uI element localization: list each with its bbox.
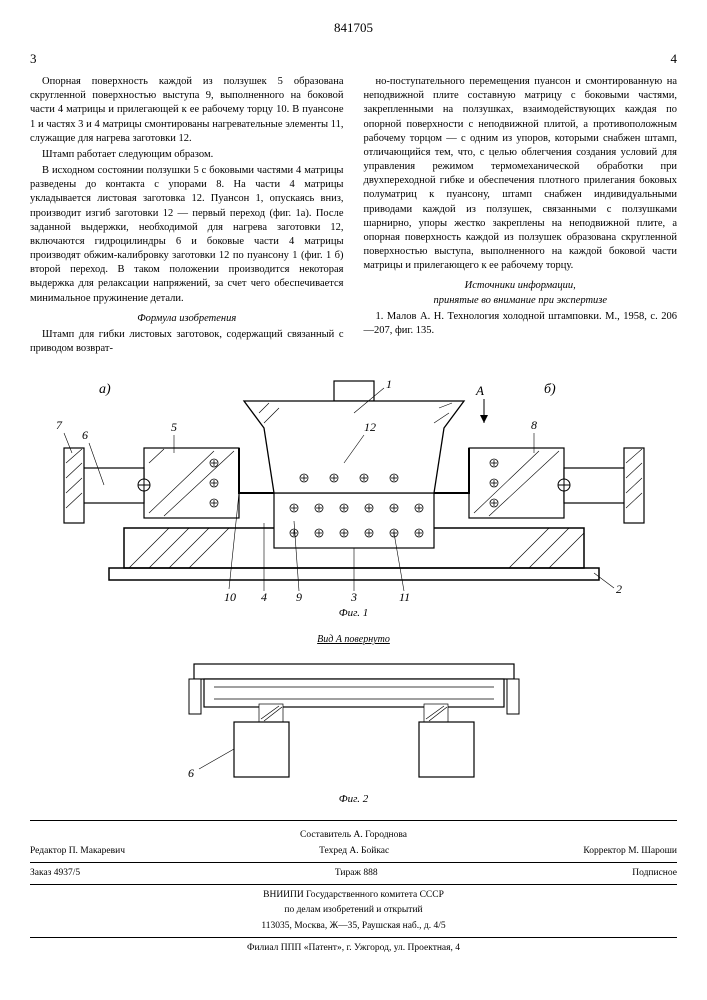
footer-editor: Редактор П. Макаревич (30, 845, 125, 858)
svg-text:7: 7 (56, 418, 63, 432)
page-number-right: 4 (671, 51, 678, 67)
sources-title: Источники информации, принятые во вниман… (364, 279, 678, 307)
svg-text:11: 11 (399, 590, 410, 603)
column-left: Опорная поверхность каждой из ползушек 5… (30, 75, 344, 358)
paragraph: В исходном состоянии ползушки 5 с боковы… (30, 164, 344, 306)
footer-compiler: Составитель А. Городнова (30, 829, 677, 842)
footer-order: Заказ 4937/5 (30, 867, 80, 880)
page-number-left: 3 (30, 51, 37, 67)
figure-2-svg: 6 (144, 649, 564, 789)
patent-number: 841705 (30, 20, 677, 36)
fig1-label-a: а) (99, 382, 111, 397)
svg-text:3: 3 (350, 590, 357, 603)
svg-text:12: 12 (364, 420, 376, 434)
svg-text:1: 1 (386, 377, 392, 391)
divider (30, 862, 677, 863)
figure-1-caption: Фиг. 1 (30, 607, 677, 619)
svg-text:4: 4 (261, 590, 267, 603)
right-slider (434, 448, 644, 523)
figure-1-svg: а) б) А (44, 373, 664, 603)
figure-2-vid-label: Вид А повернуто (30, 634, 677, 645)
fig1-label-b: б) (544, 382, 556, 397)
svg-text:6: 6 (82, 428, 88, 442)
figure-1: а) б) А (30, 373, 677, 619)
paragraph: но-поступательного перемещения пуансон и… (364, 75, 678, 273)
paragraph: Опорная поверхность каждой из ползушек 5… (30, 75, 344, 146)
footer: Составитель А. Городнова Редактор П. Мак… (30, 820, 677, 955)
svg-text:6: 6 (188, 766, 194, 780)
page: 841705 3 4 Опорная поверхность каждой из… (0, 0, 707, 977)
footer-org2: по делам изобретений и открытий (30, 904, 677, 917)
figure-2: Вид А повернуто (30, 634, 677, 805)
text-columns: Опорная поверхность каждой из ползушек 5… (30, 75, 677, 358)
svg-text:9: 9 (296, 590, 302, 603)
svg-text:10: 10 (224, 590, 236, 603)
footer-org1: ВНИИПИ Государственного комитета СССР (30, 889, 677, 902)
footer-tirage: Тираж 888 (335, 867, 378, 880)
footer-addr1: 113035, Москва, Ж—35, Раушская наб., д. … (30, 920, 677, 933)
svg-text:5: 5 (171, 420, 177, 434)
footer-techred: Техред А. Бойкас (319, 845, 389, 858)
figure-2-caption: Фиг. 2 (30, 793, 677, 805)
footer-org3: Филиал ППП «Патент», г. Ужгород, ул. Про… (30, 942, 677, 955)
svg-text:8: 8 (531, 418, 537, 432)
fig1-arrow-label: А (475, 383, 484, 398)
divider (30, 937, 677, 938)
footer-corrector: Корректор М. Шароши (583, 845, 677, 858)
paragraph: Штамп для гибки листовых заготовок, соде… (30, 328, 344, 356)
formula-title: Формула изобретения (30, 312, 344, 326)
page-numbers: 3 4 (30, 51, 677, 67)
paragraph: 1. Малов А. Н. Технология холодной штамп… (364, 310, 678, 338)
paragraph: Штамп работает следующим образом. (30, 148, 344, 162)
footer-subscript: Подписное (632, 867, 677, 880)
svg-text:2: 2 (616, 582, 622, 596)
punch (244, 381, 464, 493)
divider (30, 884, 677, 885)
left-slider (64, 448, 274, 523)
column-right: но-поступательного перемещения пуансон и… (364, 75, 678, 358)
